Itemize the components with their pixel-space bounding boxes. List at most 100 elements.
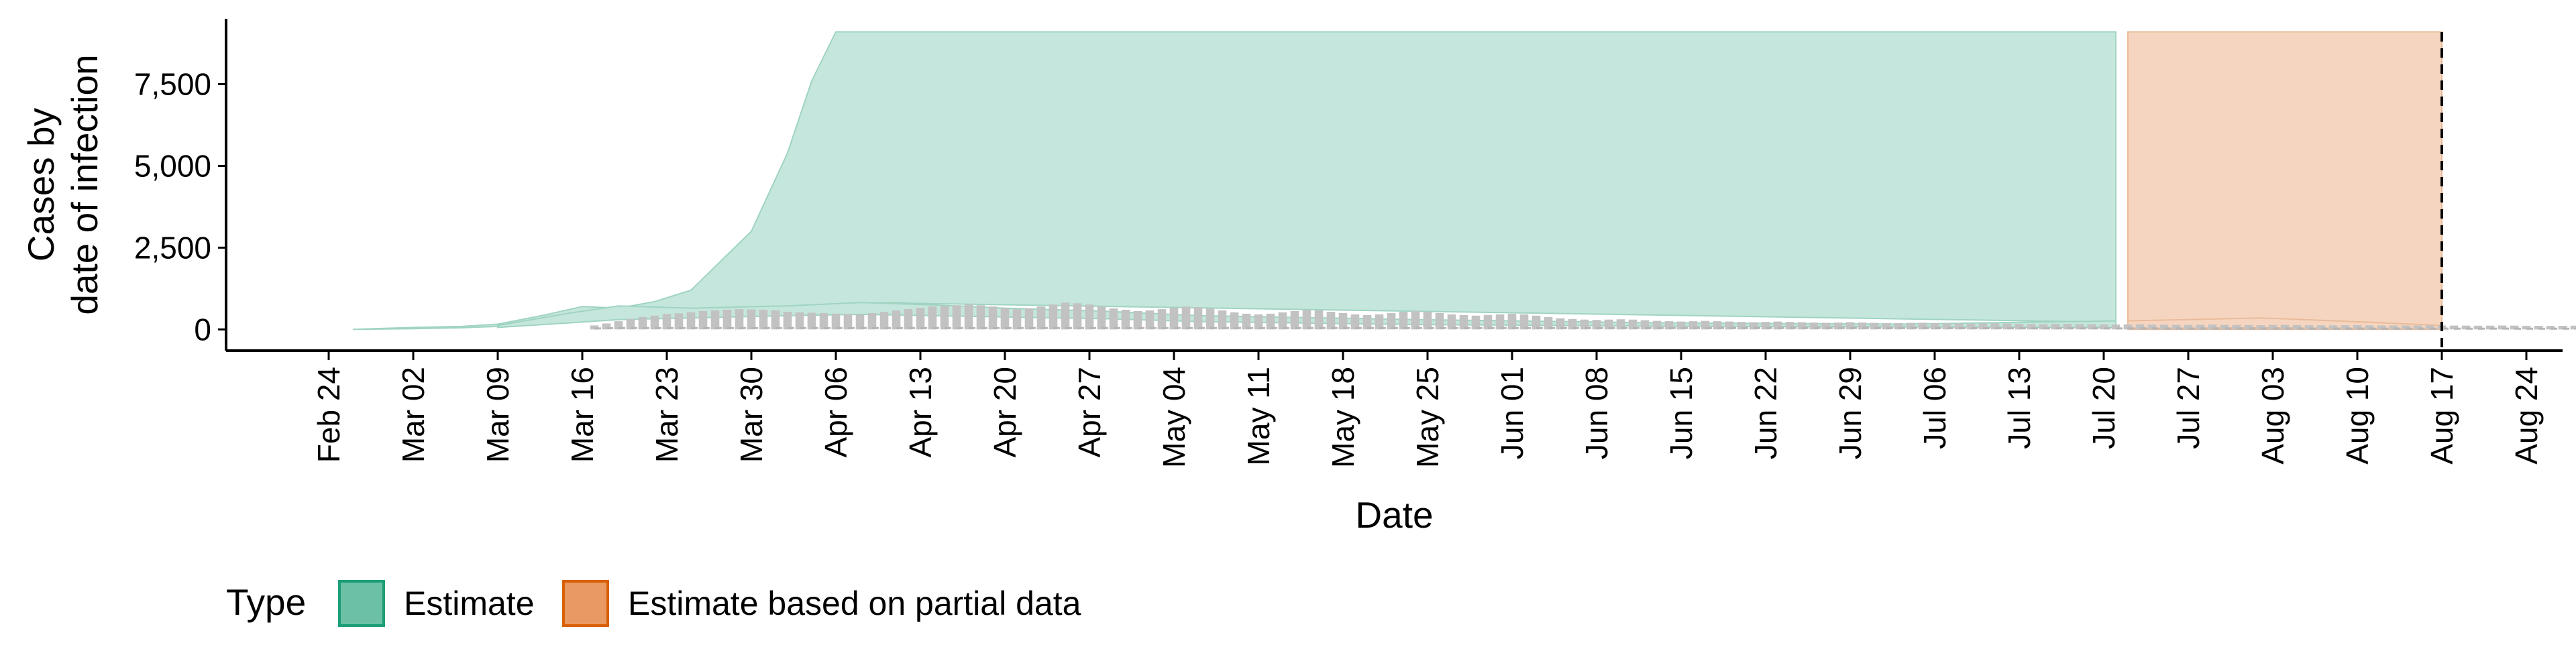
observed-bar [1061, 302, 1070, 329]
y-axis-title-line-1: Cases by [20, 107, 62, 261]
observed-bar [1230, 312, 1239, 329]
observed-bar [941, 306, 949, 329]
observed-bar [953, 305, 961, 329]
x-tick-label: Apr 27 [1072, 367, 1107, 458]
observed-bar [1206, 308, 1215, 329]
observed-bar [892, 310, 901, 329]
x-tick-label: Mar 30 [734, 367, 769, 463]
x-tick-label: Mar 09 [480, 367, 515, 463]
observed-bar [1436, 313, 1444, 329]
series-estimate-band-1 [353, 32, 2116, 330]
x-tick-label: Jun 15 [1664, 367, 1699, 459]
x-tick-label: Jun 01 [1495, 367, 1529, 459]
observed-bar [771, 310, 780, 329]
observed-bar [1291, 311, 1299, 329]
legend: Type Estimate Estimate based on partial d… [226, 581, 1081, 626]
observed-bar [880, 312, 889, 329]
observed-bar [1399, 312, 1408, 329]
observed-bar [735, 309, 744, 329]
observed-bar [1424, 312, 1432, 329]
x-tick-label: Mar 23 [649, 367, 684, 463]
x-tick-label: Mar 16 [565, 367, 600, 463]
observed-bar [1194, 307, 1203, 329]
y-axis-title-line-2: date of infection [64, 54, 105, 314]
observed-bar [759, 310, 768, 329]
x-tick-label: Jul 20 [2086, 367, 2121, 449]
legend-title: Type [226, 581, 306, 623]
observed-bar [1037, 306, 1046, 329]
observed-bar [1170, 308, 1179, 329]
observed-bar [904, 309, 913, 329]
x-tick-label: Mar 02 [396, 367, 431, 463]
legend-swatch [564, 581, 608, 626]
observed-bar [1158, 309, 1167, 329]
observed-bar [699, 311, 708, 329]
x-tick-label: Jun 08 [1579, 367, 1614, 459]
x-tick-label: Jul 13 [2002, 367, 2037, 449]
series-partial-band-1 [2128, 32, 2442, 330]
x-tick-label: Jul 27 [2171, 367, 2206, 449]
observed-bar [1049, 304, 1058, 329]
observed-bar [784, 312, 792, 329]
observed-bar [1025, 308, 1034, 329]
observed-bar [1146, 310, 1155, 329]
x-tick-label: Apr 20 [987, 367, 1022, 458]
observed-bar [723, 310, 732, 329]
x-tick-label: May 11 [1241, 367, 1276, 465]
observed-bar [1218, 310, 1227, 329]
x-tick-label: May 18 [1326, 367, 1360, 468]
x-tick-label: Apr 13 [903, 367, 938, 458]
observed-bar [928, 306, 937, 329]
observed-bar [687, 312, 696, 329]
observed-bar [1182, 306, 1191, 329]
observed-trend-line [594, 328, 2576, 329]
observed-bar [1013, 309, 1022, 329]
observed-bar [1411, 311, 1420, 329]
observed-bar [747, 310, 756, 330]
observed-bar [989, 306, 998, 329]
observed-bar [1339, 313, 1348, 329]
observed-bar [808, 312, 816, 329]
y-tick-label: 2,500 [134, 230, 211, 265]
x-axis-ticks: Feb 24 Mar 02 Mar 09 Mar 16 Mar 23 Mar 30 Apr … [311, 351, 2544, 468]
observed-bar [977, 305, 985, 329]
observed-bar [1001, 308, 1010, 329]
x-tick-label: Aug 24 [2509, 367, 2544, 465]
y-tick-label: 7,500 [134, 67, 211, 102]
observed-bar [796, 312, 804, 329]
y-axis-ticks: 0 2,500 5,000 7,500 [134, 67, 226, 347]
observed-bar [1085, 304, 1094, 329]
observed-bar [1110, 308, 1118, 329]
legend-label: Estimate based on partial data [628, 585, 1081, 622]
x-tick-label: Apr 06 [818, 367, 853, 458]
observed-bar [1279, 312, 1287, 329]
observed-bar [1073, 303, 1082, 329]
observed-bar [868, 313, 877, 329]
observed-bar [1122, 310, 1130, 329]
y-tick-label: 0 [194, 312, 211, 347]
y-axis-title: Cases by date of infection [20, 54, 105, 314]
observed-bar [965, 304, 973, 329]
observed-bar [916, 308, 925, 329]
x-tick-label: Jun 22 [1748, 367, 1783, 459]
legend-swatch [339, 581, 384, 626]
x-tick-label: Aug 17 [2424, 367, 2459, 465]
x-tick-label: Aug 10 [2340, 367, 2375, 465]
x-tick-label: Jun 29 [1833, 367, 1868, 459]
plot-area [353, 32, 2576, 351]
legend-items: Estimate Estimate based on partial data [339, 581, 1081, 626]
x-tick-label: Jul 06 [1917, 367, 1952, 449]
y-tick-label: 5,000 [134, 148, 211, 183]
observed-bar [1097, 306, 1106, 329]
observed-bar [1387, 313, 1396, 329]
x-axis-title: Date [1355, 494, 1433, 536]
x-tick-label: May 04 [1157, 367, 1191, 468]
observed-bar [820, 313, 828, 329]
observed-bar [1303, 310, 1311, 329]
observed-bar [1134, 311, 1142, 329]
observed-bar [1327, 312, 1336, 329]
observed-bar [1315, 310, 1324, 329]
observed-bar [711, 310, 720, 329]
x-tick-label: May 25 [1410, 367, 1445, 468]
